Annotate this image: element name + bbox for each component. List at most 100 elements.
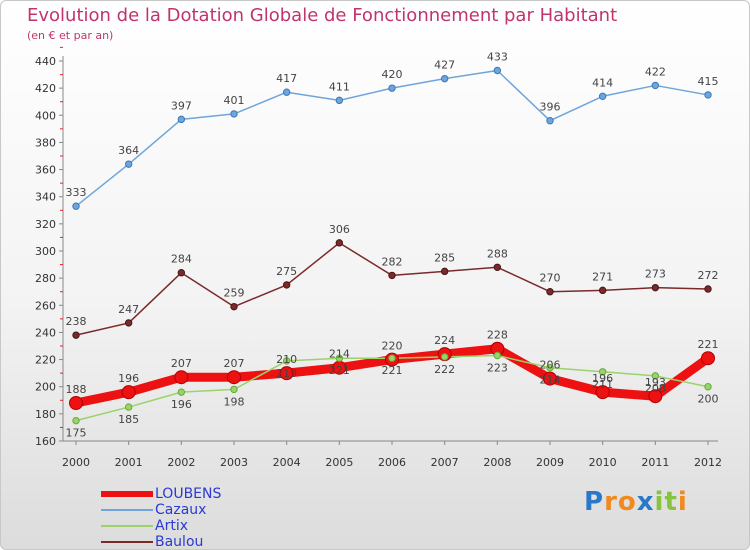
- legend-swatch-artix: [101, 525, 153, 527]
- data-label-baulou: 238: [66, 315, 87, 328]
- data-label-baulou: 282: [382, 255, 403, 268]
- point-cazaux-2001: [124, 160, 133, 168]
- point-baulou-2001: [124, 319, 133, 327]
- y-tick-label: 260: [35, 299, 56, 312]
- y-tick-label: 340: [35, 191, 56, 204]
- y-tick-label: 200: [35, 381, 56, 394]
- x-tick-label: 2010: [589, 456, 617, 469]
- data-label-cazaux: 397: [171, 99, 192, 112]
- x-tick-label: 2005: [325, 456, 353, 469]
- point-artix-2008: [493, 351, 502, 360]
- point-artix-2009: [546, 364, 554, 372]
- y-tick-label: 220: [35, 354, 56, 367]
- data-label-artix: 196: [171, 398, 192, 411]
- point-cazaux-2005: [335, 96, 344, 105]
- logo-letter: r: [604, 487, 618, 517]
- legend-label-loubens: LOUBENS: [155, 486, 222, 502]
- legend-swatch-baulou: [101, 541, 153, 543]
- x-tick-label: 2004: [273, 456, 301, 469]
- data-label-cazaux: 411: [329, 80, 350, 93]
- point-baulou-2010: [598, 286, 607, 295]
- data-label-cazaux: 333: [66, 186, 87, 199]
- data-label-baulou: 288: [487, 247, 508, 260]
- data-label-baulou: 270: [540, 272, 561, 285]
- x-tick-label: 2003: [220, 456, 248, 469]
- logo-letter: t: [664, 487, 678, 517]
- chart-subtitle: (en € et par an): [27, 29, 114, 42]
- x-tick-label: 2006: [378, 456, 406, 469]
- x-tick-label: 2002: [167, 456, 195, 469]
- data-label-loubens: 220: [382, 340, 403, 353]
- data-label-loubens: 207: [171, 357, 192, 370]
- data-label-baulou: 259: [224, 287, 245, 300]
- logo-letter: P: [584, 487, 605, 517]
- data-label-loubens: 210: [276, 353, 297, 366]
- point-baulou-2009: [546, 288, 554, 296]
- x-tick-label: 2011: [641, 456, 669, 469]
- data-label-loubens: 221: [698, 338, 719, 351]
- point-cazaux-2009: [546, 117, 554, 125]
- data-label-artix: 185: [118, 413, 139, 426]
- legend-label-baulou: Baulou: [155, 534, 204, 550]
- point-artix-2004: [282, 357, 291, 365]
- point-cazaux-2010: [598, 92, 607, 100]
- data-label-artix: 175: [66, 427, 87, 440]
- point-cazaux-2012: [704, 91, 712, 99]
- y-tick-label: 420: [35, 82, 56, 95]
- data-label-baulou: 247: [118, 303, 139, 316]
- y-tick-label: 300: [35, 245, 56, 258]
- legend-label-cazaux: Cazaux: [155, 502, 207, 518]
- data-label-cazaux: 433: [487, 51, 508, 64]
- logo-letter: i: [677, 487, 688, 517]
- data-label-loubens: 214: [329, 348, 350, 361]
- point-artix-2001: [124, 403, 133, 411]
- legend-swatch-loubens: [101, 491, 153, 497]
- data-label-baulou: 272: [698, 269, 719, 282]
- data-label-loubens: 207: [224, 357, 245, 370]
- point-loubens-2011: [648, 389, 663, 404]
- data-label-artix: 222: [434, 363, 455, 376]
- data-label-loubens: 188: [66, 383, 87, 396]
- data-label-baulou: 273: [645, 268, 666, 281]
- point-artix-2000: [72, 416, 80, 425]
- point-cazaux-2007: [440, 74, 449, 83]
- chart-axes: 160 180 200 220 240 260 280 300 320 340 360 380 400 4…: [35, 46, 722, 469]
- y-tick-label: 160: [35, 435, 56, 448]
- data-label-cazaux: 422: [645, 65, 666, 78]
- y-tick-label: 400: [35, 109, 56, 122]
- data-label-cazaux: 427: [434, 59, 455, 72]
- data-label-cazaux: 364: [118, 144, 139, 157]
- data-label-cazaux: 420: [382, 68, 403, 81]
- x-tick-label: 2001: [115, 456, 143, 469]
- legend-swatch-cazaux: [101, 509, 153, 511]
- data-label-artix: 214: [540, 374, 561, 387]
- series-points: [69, 66, 715, 425]
- point-cazaux-2000: [72, 202, 80, 210]
- point-baulou-2011: [651, 283, 660, 292]
- chart-title: Evolution de la Dotation Globale de Fonc…: [27, 5, 618, 26]
- logo-letter: x: [636, 487, 655, 517]
- data-label-loubens: 228: [487, 329, 508, 342]
- data-label-cazaux: 417: [276, 72, 297, 85]
- data-label-cazaux: 401: [224, 94, 245, 107]
- proxiti-logo: Proxiti: [584, 487, 688, 517]
- point-loubens-2001: [121, 385, 136, 400]
- data-label-artix: 221: [329, 364, 350, 377]
- point-loubens-2009: [543, 371, 557, 386]
- point-artix-2005: [335, 354, 344, 362]
- data-label-loubens: 196: [592, 372, 613, 385]
- data-labels: 188 196 207 207 210 214 220 224 228 206 196 193 221 3…: [66, 51, 719, 440]
- y-tick-label: 380: [35, 136, 56, 149]
- point-baulou-2012: [704, 285, 712, 293]
- point-artix-2003: [230, 385, 238, 394]
- data-label-cazaux: 414: [592, 76, 613, 89]
- point-artix-2006: [388, 354, 396, 362]
- point-artix-2012: [704, 383, 712, 391]
- point-baulou-2000: [72, 331, 80, 339]
- point-loubens-2002: [174, 370, 189, 385]
- data-label-artix: 200: [698, 393, 719, 406]
- point-baulou-2002: [177, 269, 186, 277]
- data-label-baulou: 271: [592, 270, 613, 283]
- point-loubens-2012: [701, 351, 715, 366]
